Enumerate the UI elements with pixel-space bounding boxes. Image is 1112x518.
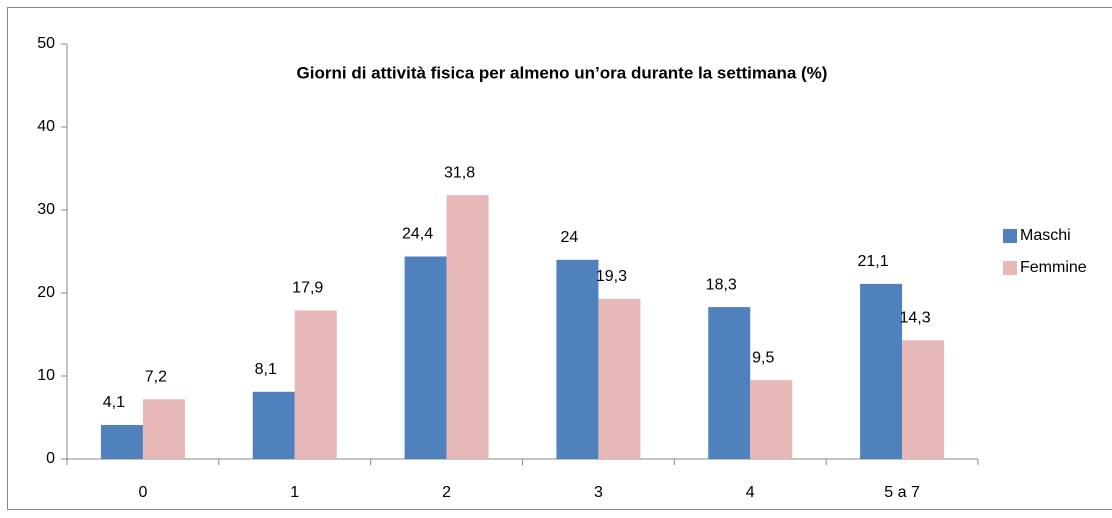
- data-label: 18,3: [706, 276, 737, 293]
- data-label: 8,1: [255, 361, 277, 378]
- x-tick-label: 4: [746, 484, 755, 501]
- x-tick-label: 2: [442, 484, 451, 501]
- bar: [598, 298, 641, 459]
- data-label: 19,3: [596, 268, 627, 285]
- bar: [404, 256, 447, 459]
- bar: [294, 310, 337, 459]
- data-label: 9,5: [752, 349, 774, 366]
- x-tick-label: 0: [138, 484, 147, 501]
- data-label: 4,1: [103, 394, 125, 411]
- bar: [252, 391, 295, 459]
- y-tick-label: 10: [37, 367, 55, 384]
- x-tick-label: 5 a 7: [884, 484, 920, 501]
- bar: [100, 424, 143, 459]
- data-label: 14,3: [900, 310, 931, 327]
- y-tick-label: 50: [37, 35, 55, 52]
- legend-label: Maschi: [1020, 227, 1071, 244]
- data-label: 21,1: [858, 253, 889, 270]
- bar: [860, 283, 903, 459]
- legend-swatch: [1003, 261, 1017, 275]
- x-tick-label: 1: [290, 484, 299, 501]
- y-tick-label: 0: [46, 450, 55, 467]
- x-tick-label: 3: [594, 484, 603, 501]
- bar: [708, 307, 751, 459]
- data-label: 24: [561, 229, 579, 246]
- bar: [902, 340, 945, 459]
- data-label: 17,9: [292, 280, 323, 297]
- y-tick-label: 30: [37, 201, 55, 218]
- bar: [556, 259, 599, 459]
- chart-border: [7, 7, 1112, 510]
- bar: [446, 195, 489, 459]
- data-label: 7,2: [145, 368, 167, 385]
- data-label: 31,8: [444, 164, 475, 181]
- y-tick-label: 20: [37, 284, 55, 301]
- legend-swatch: [1003, 229, 1017, 243]
- y-tick-label: 40: [37, 118, 55, 135]
- bar: [750, 380, 793, 459]
- legend-label: Femmine: [1020, 259, 1087, 276]
- data-label: 24,4: [402, 226, 433, 243]
- chart-title: Giorni di attività fisica per almeno un’…: [297, 63, 828, 82]
- bar: [142, 399, 185, 459]
